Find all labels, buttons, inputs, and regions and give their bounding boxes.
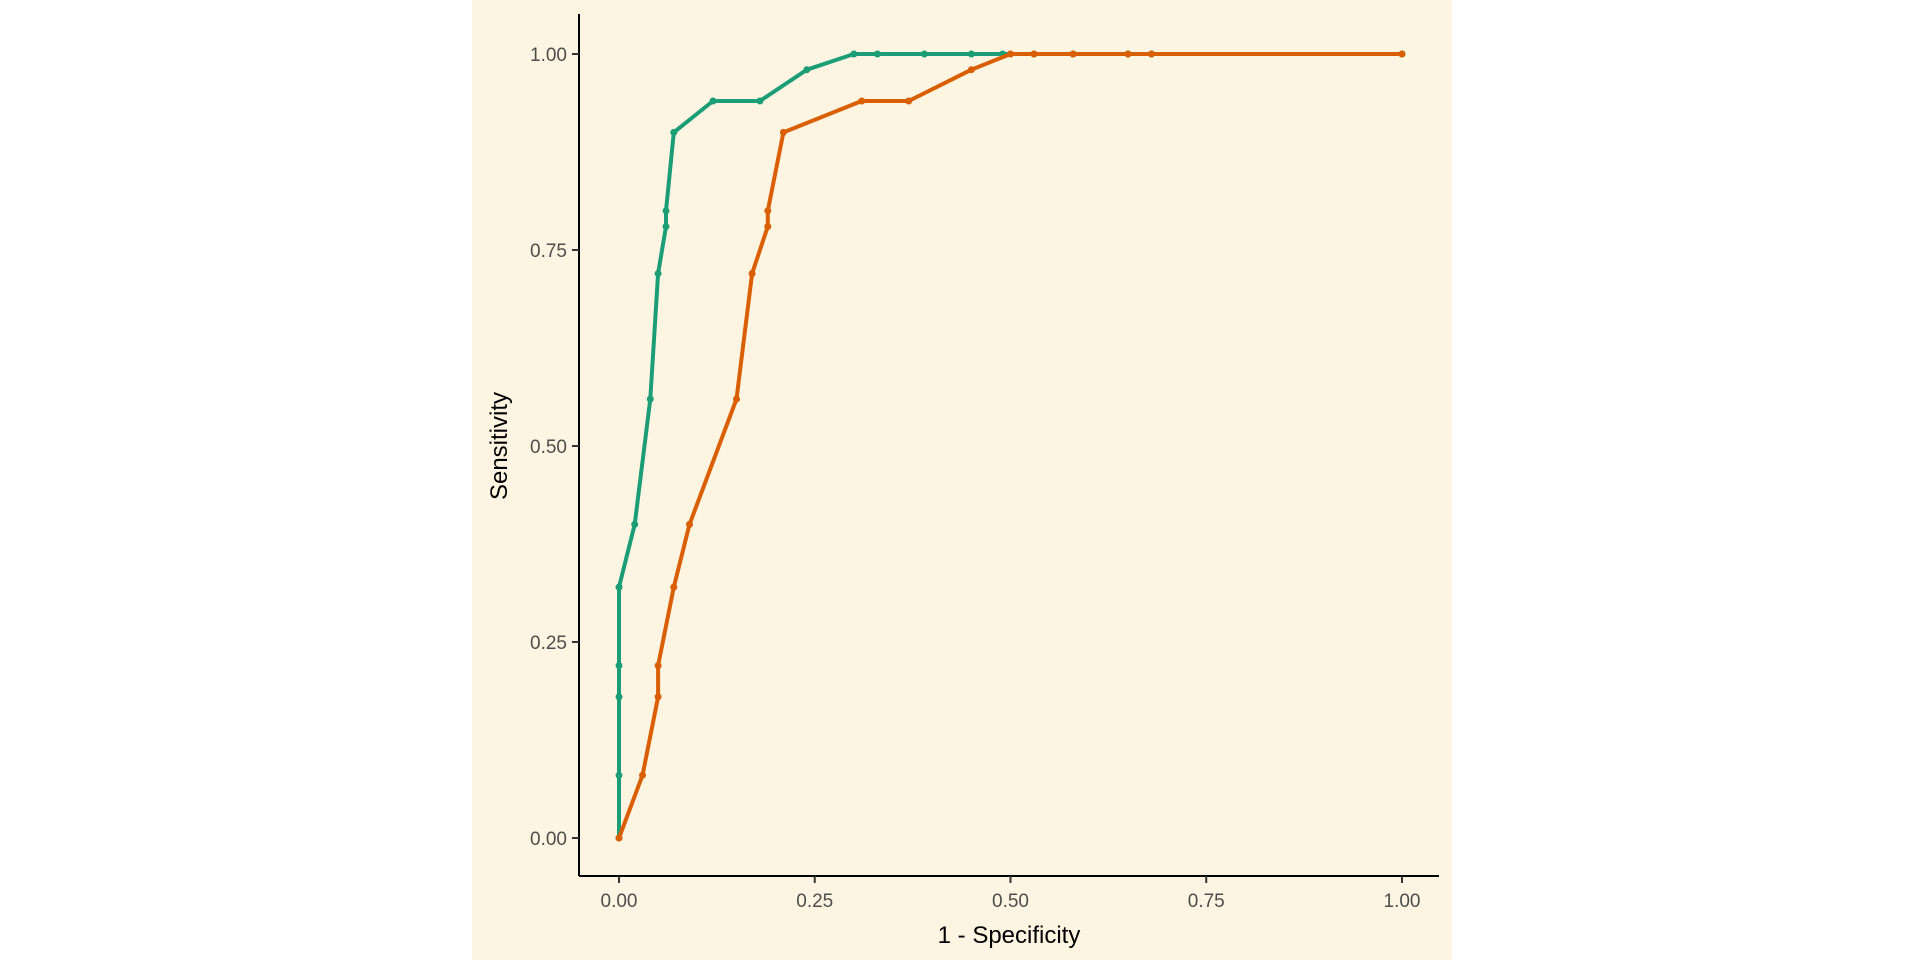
y-axis-title: Sensitivity [486, 392, 513, 500]
series-1-point [615, 583, 623, 591]
series-2-point [654, 693, 662, 701]
series-2-point [654, 662, 662, 669]
series-1-point [662, 207, 670, 215]
series-1-point [615, 693, 623, 701]
series-2-line [617, 52, 1404, 840]
series-2-point [764, 207, 772, 215]
series-1-point [920, 50, 928, 58]
series-1-point [803, 66, 811, 74]
y-tick-label: 0.50 [530, 437, 567, 458]
y-tick-label: 0.75 [530, 241, 567, 262]
series-2-point [686, 520, 693, 528]
series-2-point [858, 97, 866, 105]
series-2-point [670, 583, 678, 591]
series-1-point [646, 395, 654, 403]
x-tick-label: 0.50 [992, 891, 1029, 912]
series-2-point [1398, 50, 1406, 58]
series-1-point [615, 771, 623, 779]
series-layer [615, 50, 1406, 842]
series-2-point [1124, 50, 1132, 58]
series-2-point [967, 66, 975, 74]
series-1-point [709, 97, 717, 105]
series-2-point [779, 128, 787, 136]
series-1-point [654, 270, 662, 277]
series-2-point [905, 97, 913, 105]
x-tick-label: 0.25 [796, 891, 833, 912]
x-tick-label: 0.00 [601, 891, 638, 912]
series-2-point [748, 270, 756, 277]
series-1-point [756, 97, 764, 105]
series-2-point [615, 834, 623, 842]
series-1-point [850, 50, 858, 58]
ticks-layer: 0.00 0.25 0.50 0.75 1.00 0.00 0.25 0.50 0.75 1.00 [530, 45, 1420, 912]
series-1-point [615, 662, 623, 669]
series-2-point [1147, 50, 1155, 58]
y-tick-label: 0.25 [530, 633, 567, 654]
series-2-point [639, 771, 646, 779]
series-2-point [764, 223, 772, 230]
series-1-point [670, 128, 678, 136]
series-1-point [631, 520, 639, 528]
series-1-point [967, 50, 975, 58]
series-2-point [1030, 50, 1038, 58]
series-1-point [873, 50, 881, 58]
series-2-point [1007, 50, 1014, 58]
y-tick-label: 0.00 [530, 829, 567, 850]
x-axis-title: 1 - Specificity [938, 922, 1081, 949]
series-2-point [1069, 50, 1077, 58]
y-tick-label: 1.00 [530, 45, 567, 66]
x-tick-label: 0.75 [1188, 891, 1225, 912]
series-2-point [733, 395, 740, 403]
series-2 [615, 50, 1406, 842]
series-1-point [662, 223, 670, 230]
x-tick-label: 1.00 [1384, 891, 1421, 912]
